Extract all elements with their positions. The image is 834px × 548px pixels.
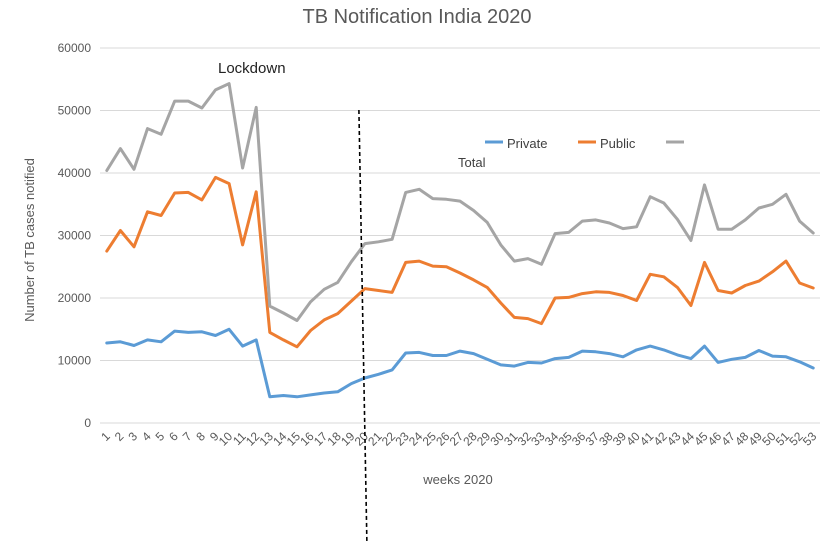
series-line-public [105, 175, 815, 349]
legend-label-public: Public [600, 136, 636, 151]
series-line-total [105, 82, 815, 322]
lockdown-annotation: Lockdown [218, 60, 286, 77]
x-tick-label: 1 [98, 429, 113, 444]
y-tick-label: 20000 [58, 291, 92, 305]
y-axis-title: Number of TB cases notified [22, 158, 37, 322]
y-tick-label: 60000 [58, 41, 92, 55]
x-tick-label: 7 [180, 429, 195, 444]
x-tick-label: 3 [125, 429, 140, 444]
y-tick-label: 50000 [58, 104, 92, 118]
lockdown-divider-line [358, 109, 368, 544]
y-tick-label: 0 [84, 416, 91, 430]
gridlines [100, 47, 820, 424]
x-tick-label: 5 [153, 429, 168, 444]
series-line-private [105, 327, 815, 399]
legend-label-private: Private [507, 136, 547, 151]
x-tick-label: 4 [139, 429, 154, 444]
x-tick-label: 2 [112, 429, 127, 444]
series-lines [105, 82, 815, 399]
y-tick-label: 40000 [58, 166, 92, 180]
x-axis-title: weeks 2020 [422, 472, 492, 487]
legend: Private Public Total [458, 136, 684, 170]
chart-title: TB Notification India 2020 [302, 6, 531, 28]
x-tick-label: 8 [193, 429, 208, 444]
x-axis-ticks: 1234567891011121314151617181920212223242… [98, 429, 819, 449]
y-axis-ticks: 0 10000 20000 30000 40000 50000 60000 [58, 41, 92, 430]
y-tick-label: 30000 [58, 229, 92, 243]
x-tick-label: 53 [800, 429, 820, 449]
x-tick-label: 6 [166, 429, 181, 444]
legend-label-total: Total [458, 155, 486, 170]
y-tick-label: 10000 [58, 354, 92, 368]
